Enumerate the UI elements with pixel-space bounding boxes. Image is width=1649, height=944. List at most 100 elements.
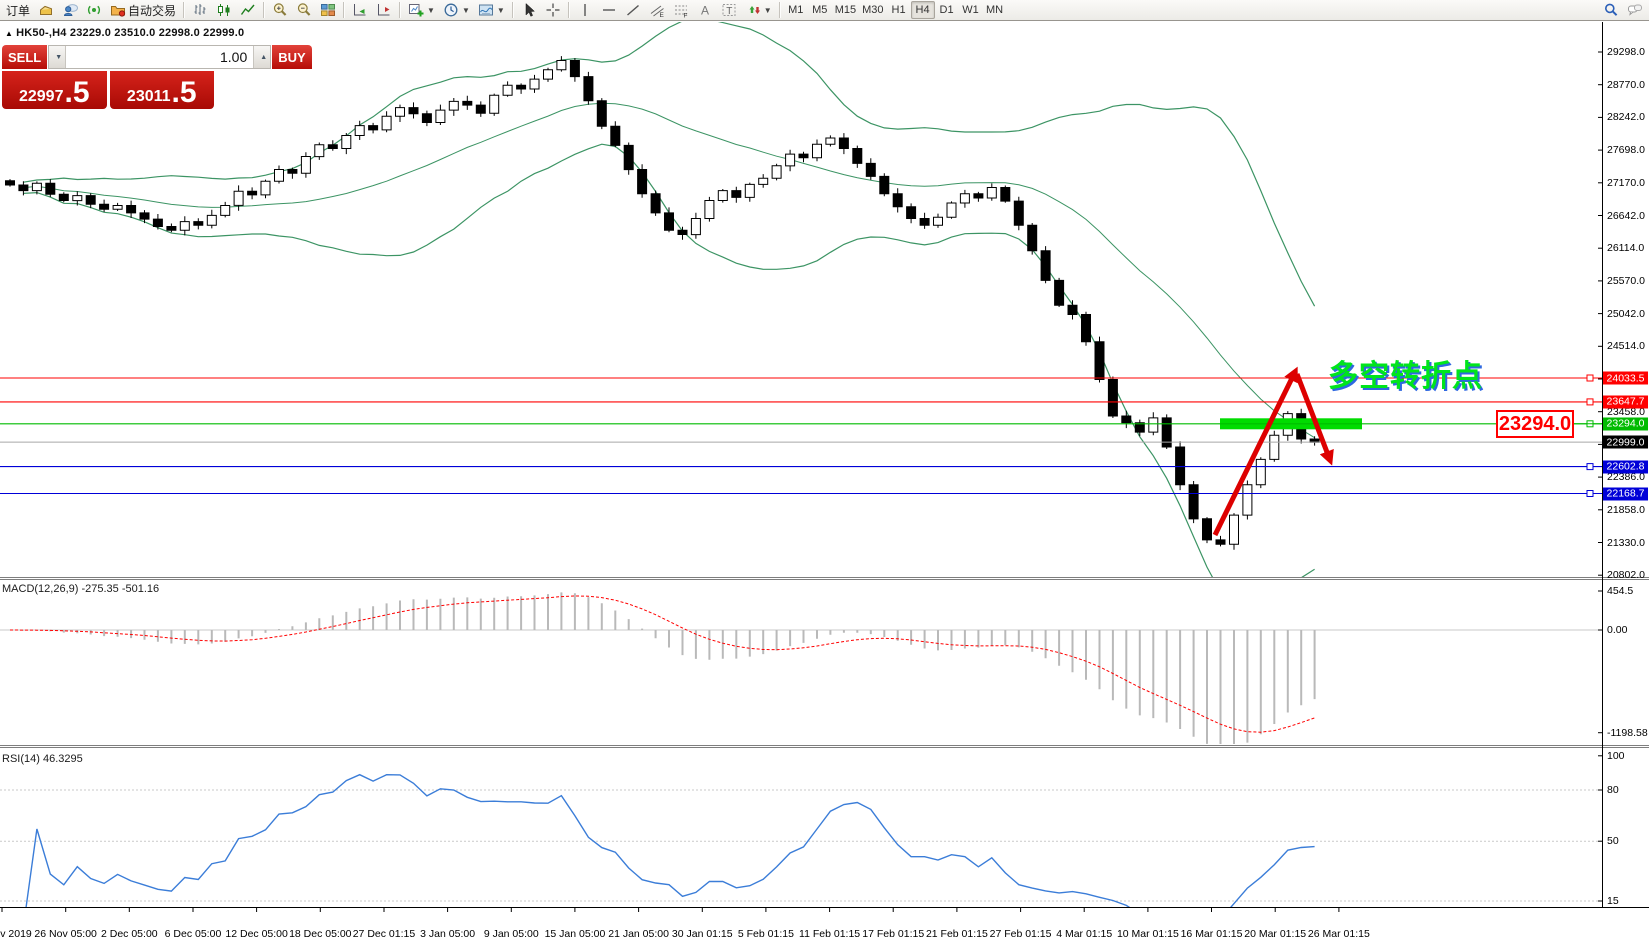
trend-arrows[interactable] bbox=[1212, 366, 1334, 537]
time-label: 17 Feb 01:15 bbox=[862, 928, 925, 940]
toolbar-separator bbox=[263, 2, 266, 18]
price-tick-label: 21858.0 bbox=[1607, 503, 1645, 516]
one-click-trading-panel: SELL ▼ ▲ BUY 22997 .5 23011 .5 bbox=[2, 45, 312, 109]
zoom-in-icon[interactable] bbox=[269, 1, 291, 20]
candles bbox=[218, 4, 230, 16]
rsi-label: RSI(14) 46.3295 bbox=[2, 753, 83, 765]
price-callout-box[interactable]: 23294.0 bbox=[1496, 410, 1574, 438]
pane-separator[interactable] bbox=[0, 577, 1649, 578]
cursor-button[interactable] bbox=[518, 1, 540, 20]
level-anchor[interactable] bbox=[1586, 398, 1594, 406]
tile-windows-icon[interactable] bbox=[317, 1, 339, 20]
price-tag-22168.7[interactable]: 22168.7 bbox=[1603, 487, 1648, 501]
new-order-button[interactable]: 订单 bbox=[3, 1, 33, 20]
svg-text:T: T bbox=[726, 6, 732, 17]
tab-timeframe-M5[interactable]: M5 bbox=[808, 1, 832, 19]
time-label: 16 Mar 01:15 bbox=[1180, 928, 1243, 940]
time-label: 18 Dec 05:00 bbox=[289, 928, 352, 940]
arrows-button[interactable]: ▼ bbox=[742, 1, 775, 20]
toolbar-separator bbox=[399, 2, 402, 18]
toolbar-separator bbox=[183, 2, 186, 18]
line-chart-icon[interactable] bbox=[237, 1, 259, 20]
buy-price-button[interactable]: 23011 .5 bbox=[109, 71, 214, 109]
price-tag-23294.0[interactable]: 23294.0 bbox=[1603, 417, 1648, 431]
price-tick-label: 20802.0 bbox=[1607, 569, 1645, 582]
tab-timeframe-W1[interactable]: W1 bbox=[959, 1, 983, 19]
autotrading-button[interactable]: 自动交易 bbox=[107, 1, 179, 20]
time-label: 27 Feb 01:15 bbox=[989, 928, 1052, 940]
vline bbox=[584, 4, 586, 16]
sell-button[interactable]: SELL bbox=[2, 45, 48, 69]
periods-button[interactable]: ▼ bbox=[440, 1, 473, 20]
sell-price-button[interactable]: 22997 .5 bbox=[2, 71, 107, 109]
price-tag-23647.7[interactable]: 23647.7 bbox=[1603, 395, 1648, 409]
price-tick-label: 29298.0 bbox=[1607, 46, 1645, 58]
search-button[interactable] bbox=[1600, 1, 1622, 20]
newchart bbox=[409, 4, 424, 17]
price-tick-label: 22386.0 bbox=[1607, 471, 1645, 484]
trendline-button[interactable] bbox=[622, 1, 644, 20]
annotation-text[interactable]: 多空转折点 bbox=[1328, 360, 1483, 393]
time-label: 2 Dec 05:00 bbox=[101, 928, 158, 940]
time-label: 27 Dec 01:15 bbox=[352, 928, 416, 940]
autoscroll bbox=[354, 4, 366, 16]
template bbox=[478, 4, 493, 16]
time-label: 9 Jan 05:00 bbox=[483, 928, 539, 940]
tab-timeframe-M15[interactable]: M15 bbox=[832, 1, 859, 19]
chart-shift-icon[interactable] bbox=[373, 1, 395, 20]
clock bbox=[444, 3, 458, 17]
tab-timeframe-D1[interactable]: D1 bbox=[935, 1, 959, 19]
svg-text:A: A bbox=[701, 4, 709, 18]
pane-separator[interactable] bbox=[0, 745, 1649, 746]
price-tick-label: 26114.0 bbox=[1607, 242, 1645, 255]
horizontal-line-button[interactable] bbox=[598, 1, 620, 20]
zoomout bbox=[297, 3, 311, 16]
chat-button[interactable] bbox=[1624, 1, 1646, 20]
time-label: 4 Mar 01:15 bbox=[1056, 928, 1113, 940]
crosshair-button[interactable] bbox=[542, 1, 564, 20]
text-label-button[interactable]: T bbox=[718, 1, 740, 20]
price-tick-label: 27170.0 bbox=[1607, 176, 1645, 189]
price-tag-22602.8[interactable]: 22602.8 bbox=[1603, 460, 1648, 474]
toolbar-separator bbox=[511, 2, 514, 18]
signal-icon[interactable] bbox=[83, 1, 105, 20]
volume-increase-button[interactable]: ▲ bbox=[253, 46, 271, 68]
chevron-down-icon: ▼ bbox=[427, 5, 435, 15]
volume-decrease-button[interactable]: ▼ bbox=[49, 46, 67, 68]
text-button[interactable]: A bbox=[694, 1, 716, 20]
new-chart-button[interactable]: ▼ bbox=[405, 1, 438, 20]
gold-box-icon[interactable] bbox=[35, 1, 57, 20]
tab-timeframe-M1[interactable]: M1 bbox=[784, 1, 808, 19]
macd-histogram bbox=[22, 592, 1316, 744]
macd-tick-label: -1198.58 bbox=[1607, 726, 1648, 739]
buy-button[interactable]: BUY bbox=[272, 45, 312, 69]
fibonacci-button[interactable]: F bbox=[670, 1, 692, 20]
level-anchor[interactable] bbox=[1586, 490, 1594, 497]
candlestick-icon[interactable] bbox=[213, 1, 235, 20]
volume-input[interactable] bbox=[66, 46, 254, 68]
price-tick-label: 24514.0 bbox=[1607, 340, 1645, 353]
time-label: 11 Feb 01:15 bbox=[799, 928, 861, 940]
time-label: 15 Jan 05:00 bbox=[544, 928, 606, 940]
vertical-line-button[interactable] bbox=[574, 1, 596, 20]
community-icon[interactable] bbox=[59, 1, 81, 20]
bar-chart-icon[interactable] bbox=[189, 1, 211, 20]
equidistant-channel-button[interactable]: E bbox=[646, 1, 668, 20]
templates-button[interactable]: ▼ bbox=[475, 1, 508, 20]
auto-scroll-icon[interactable] bbox=[349, 1, 371, 20]
tiles bbox=[321, 4, 336, 16]
price-tag-24033.5[interactable]: 24033.5 bbox=[1603, 371, 1648, 385]
tab-timeframe-MN[interactable]: MN bbox=[983, 1, 1007, 19]
textT: T bbox=[722, 4, 736, 17]
chat bbox=[1628, 4, 1642, 16]
tab-timeframe-M30[interactable]: M30 bbox=[859, 1, 886, 19]
tab-timeframe-H1[interactable]: H1 bbox=[887, 1, 911, 19]
tab-timeframe-H4[interactable]: H4 bbox=[910, 1, 935, 19]
level-anchor[interactable] bbox=[1586, 463, 1594, 471]
zoom-out-icon[interactable] bbox=[293, 1, 315, 20]
price-tick-label: 26642.0 bbox=[1607, 209, 1645, 222]
time-label: 21 Feb 01:15 bbox=[925, 928, 988, 940]
level-anchor[interactable] bbox=[1586, 374, 1594, 382]
